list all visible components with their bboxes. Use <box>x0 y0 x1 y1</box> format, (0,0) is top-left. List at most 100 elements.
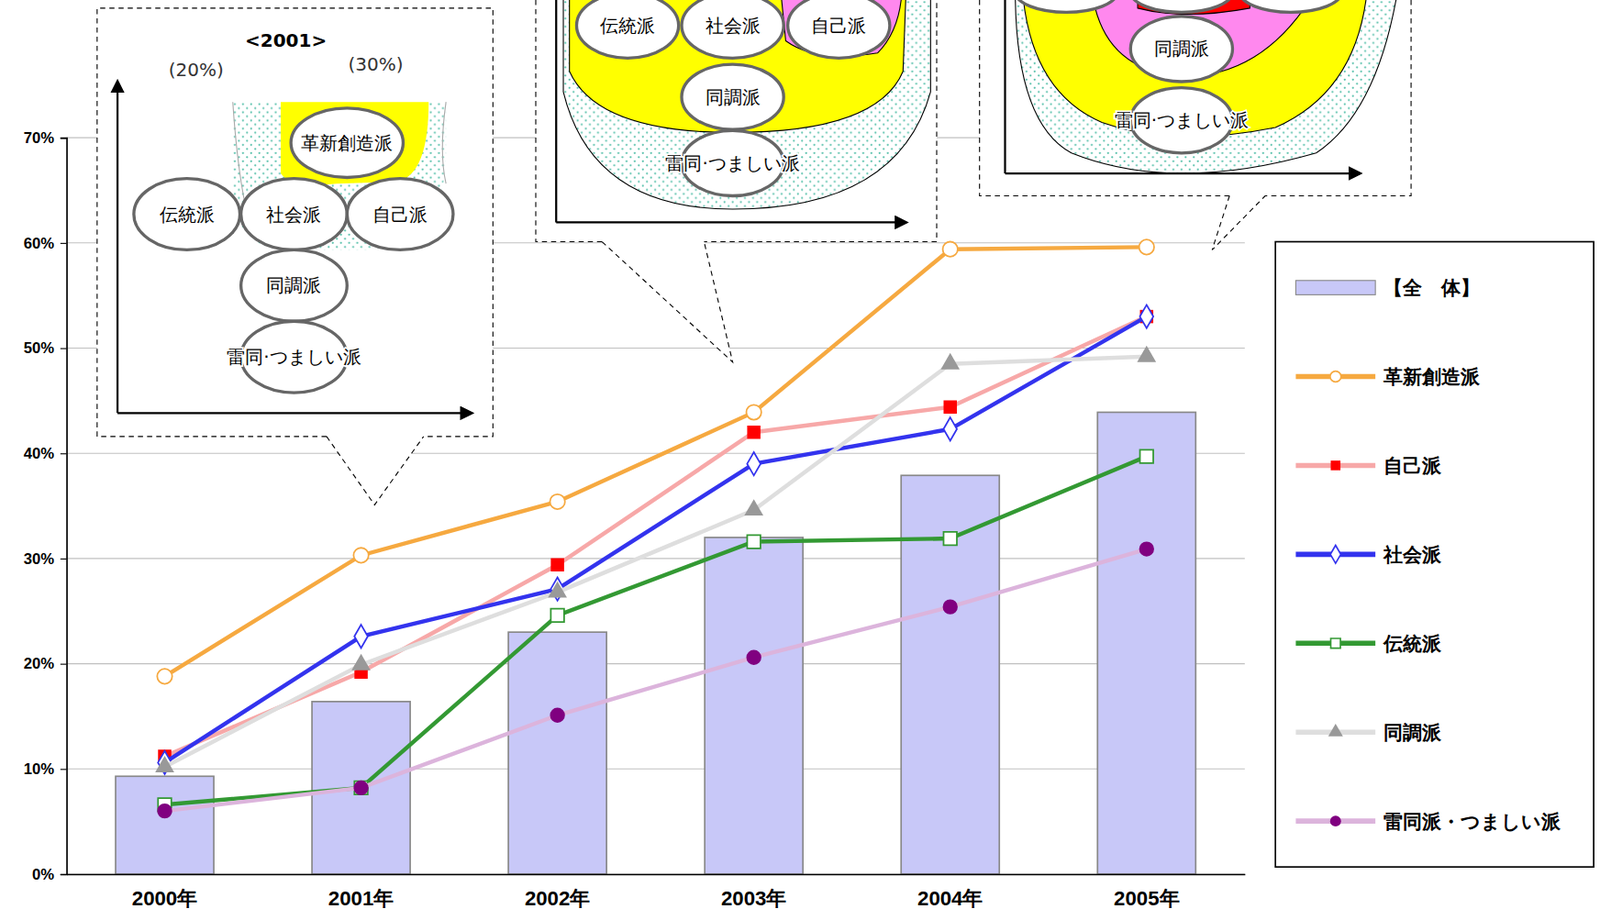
legend-item: 伝統派 <box>1295 632 1443 656</box>
legend-marker <box>1331 460 1342 471</box>
tick-mark <box>60 453 67 455</box>
inset-label: 雷同·つましい派 <box>1114 109 1249 132</box>
legend-item: 同調派 <box>1295 721 1443 745</box>
tick: 30% <box>23 550 67 568</box>
tick-mark <box>60 243 67 245</box>
tick: 70% <box>23 129 67 147</box>
inset-axis <box>555 0 557 223</box>
bar <box>1097 411 1196 874</box>
marker <box>354 624 368 648</box>
tick-label: 2001年 <box>328 887 394 911</box>
marker <box>943 599 958 614</box>
inset-region <box>280 101 429 185</box>
tick-label: 60% <box>23 234 56 253</box>
marker <box>550 558 564 572</box>
inset-pointer <box>326 436 424 506</box>
marker <box>156 668 172 684</box>
tick: 40% <box>23 444 67 463</box>
tick-mark <box>60 137 67 139</box>
marker <box>353 780 368 796</box>
inset-label: 伝統派 <box>600 14 656 37</box>
inset-label: 同調派 <box>705 86 761 109</box>
marker <box>943 417 957 441</box>
marker <box>746 425 760 439</box>
tick-label: 40% <box>23 444 56 463</box>
inset-region <box>1015 0 1399 174</box>
tick-mark <box>60 664 67 666</box>
inset-axis <box>116 81 119 413</box>
tick-label: 2004年 <box>917 887 983 911</box>
tick: 50% <box>23 339 67 357</box>
marker <box>155 755 175 773</box>
tick: 10% <box>23 760 67 778</box>
inset-group <box>576 0 678 58</box>
bar <box>508 632 607 875</box>
inset-edge <box>442 101 446 184</box>
inset-drawing <box>555 0 931 223</box>
tick: 2002年 <box>524 887 590 911</box>
legend-item: 自己派 <box>1295 454 1443 478</box>
inset-region <box>1022 0 1367 137</box>
tick-label: 2005年 <box>1113 887 1179 911</box>
inset-region <box>569 0 907 134</box>
marker <box>746 404 762 420</box>
inset-group <box>241 249 348 322</box>
inset: 伝統派社会派自己派同調派雷同·つましい派 <box>535 0 937 363</box>
marker <box>744 499 764 516</box>
inset-group <box>788 0 890 58</box>
x-axis: 2000年 2001年 2002年 2003年 2004年 2005年 <box>66 875 1245 912</box>
bar <box>311 701 411 875</box>
legend-marker <box>1331 638 1342 649</box>
inset-axis <box>117 411 472 414</box>
marker <box>943 242 958 257</box>
marker <box>547 581 567 599</box>
inset-group <box>1130 16 1233 82</box>
inset-box <box>979 0 1412 196</box>
legend-marker <box>1330 371 1342 383</box>
marker <box>156 803 172 819</box>
marker <box>943 400 956 413</box>
marker <box>1139 541 1155 556</box>
inset-label: 雷同·つましい派 <box>226 345 361 368</box>
legend-marker <box>1328 723 1344 737</box>
inset-group <box>681 0 784 58</box>
tick: 0% <box>32 866 67 884</box>
inset-label: 社会派 <box>705 14 761 37</box>
axis-line <box>66 874 1245 877</box>
marker <box>746 452 761 476</box>
legend-item: 社会派 <box>1295 543 1443 567</box>
grid-line <box>66 768 1245 770</box>
axis-line <box>60 138 67 876</box>
inset-pointer <box>1211 195 1266 250</box>
inset-note: (30%) <box>347 53 403 76</box>
inset-pointer-edge <box>1211 195 1266 250</box>
marker <box>1139 304 1154 328</box>
legend-label: 雷同派・つましい派 <box>1383 810 1562 834</box>
legend-label: 革新創造派 <box>1382 365 1481 389</box>
legend-swatch <box>1295 280 1376 296</box>
inset-border <box>97 8 493 437</box>
legend-box <box>1275 242 1594 868</box>
tick-label: 2003年 <box>721 887 787 911</box>
bar <box>115 776 214 875</box>
inset-group <box>346 178 454 251</box>
inset-group <box>1239 0 1342 12</box>
tick-mark <box>60 768 67 770</box>
legend-marker <box>1330 545 1341 565</box>
grid-line <box>66 557 1245 559</box>
inset-label: 伝統派 <box>159 203 215 226</box>
marker <box>353 547 368 563</box>
inset-border <box>979 0 1412 196</box>
marker <box>550 609 564 623</box>
inset-drawing <box>117 81 472 413</box>
marker <box>940 353 960 370</box>
marker <box>1140 449 1154 463</box>
bar <box>900 475 1000 875</box>
tick-label: 70% <box>23 129 56 147</box>
line <box>165 549 1147 812</box>
grid-line <box>66 873 1245 875</box>
inset-group <box>133 178 241 251</box>
inset-axis <box>1005 172 1361 175</box>
tick: 2000年 <box>132 887 198 911</box>
inset-pointer <box>601 242 733 363</box>
